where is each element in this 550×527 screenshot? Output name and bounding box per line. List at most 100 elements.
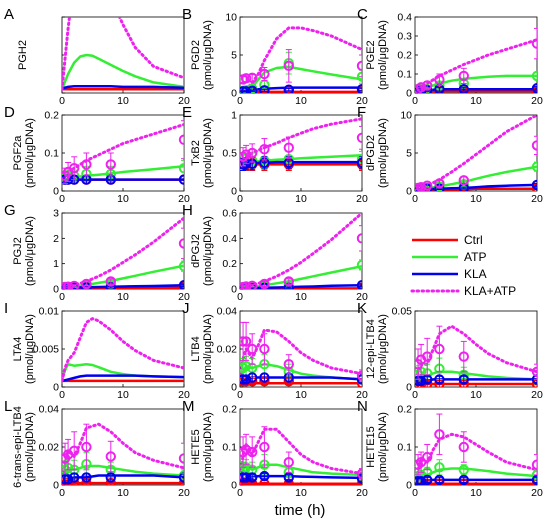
panel-M-point-kla xyxy=(240,472,252,483)
panel-C-ytick-label: 0.1 xyxy=(397,69,412,81)
panel-G-xtick-label: 0 xyxy=(59,291,65,303)
panel-M-xtick-label: 0 xyxy=(237,487,243,499)
panel-K-xtick-label: 0 xyxy=(412,389,418,401)
panel-N-xtick-label: 0 xyxy=(412,487,418,499)
legend-label-atp: ATP xyxy=(464,250,486,264)
panel-L-xtick-label: 0 xyxy=(59,487,65,499)
panel-G-ytick-label: 1 xyxy=(53,258,59,270)
panel-D-point-kla-plus-atp xyxy=(105,159,117,170)
panel-G-ytick-label: 0 xyxy=(53,284,59,296)
panel-K-xtick-label: 10 xyxy=(470,389,482,401)
panel-G-point-kla-plus-atp xyxy=(178,238,184,249)
panel-N-point-kla xyxy=(434,474,445,485)
panel-G-xtick-label: 20 xyxy=(178,291,190,303)
panel-A-xtick-label: 10 xyxy=(117,95,129,107)
panel-E-plot-area xyxy=(240,117,362,171)
panel-G-letter: G xyxy=(4,202,16,219)
panel-N-y-axis-label-line: (pmol/μgDNA) xyxy=(377,412,389,482)
panel-C-point-kla xyxy=(531,83,537,93)
panel-D-ytick-label: 0 xyxy=(53,186,59,198)
panel-C-xtick-label: 20 xyxy=(531,95,543,107)
panel-J-plot-area xyxy=(240,321,362,387)
panel-C-point-kla-plus-atp xyxy=(415,82,427,93)
panel-E-ytick-label: 1 xyxy=(231,110,237,122)
panel-N-xtick-label: 10 xyxy=(470,487,482,499)
panel-B-ytick-label: 0 xyxy=(231,88,237,100)
panel-A-y-axis-label: PGH2 xyxy=(17,40,29,70)
panel-N-point-kla xyxy=(415,476,427,485)
panel-K-point-kla-plus-atp xyxy=(434,343,445,355)
panel-F-ytick-label: 10 xyxy=(400,110,412,122)
panel-D-curve-kla-plus-atp xyxy=(62,123,184,182)
panel-L-ytick-label: 0.04 xyxy=(39,404,60,416)
panel-I-xtick-label: 10 xyxy=(117,389,129,401)
panel-B-point-kla-plus-atp xyxy=(240,73,252,84)
panel-F-y-axis-label-line: dPGD2 xyxy=(365,135,377,171)
panel-A-curve-kla-plus-atp xyxy=(62,17,184,91)
panel-J-ytick-label: 0.04 xyxy=(217,306,238,318)
panel-F-point-kla-plus-atp xyxy=(422,180,433,191)
panel-C-xtick-label: 10 xyxy=(470,95,482,107)
panel-M-ytick-label: 0.1 xyxy=(222,442,237,454)
panel-K-curve-atp xyxy=(415,370,537,385)
panel-D-xtick-label: 20 xyxy=(178,193,190,205)
panel-C-ytick-label: 0 xyxy=(406,88,412,100)
panel-M-y-axis-label-line: HETE5 xyxy=(190,429,202,464)
panel-H-point-kla-plus-atp xyxy=(259,278,270,289)
panel-D-point-atp xyxy=(178,163,184,174)
panel-J-y-axis-label-line: LTB4 xyxy=(190,336,202,361)
panel-B-xtick-label: 10 xyxy=(295,95,307,107)
panel-K-ytick-label: 0.05 xyxy=(392,306,413,318)
panel-E-y-axis-label-line: (pmol/μgDNA) xyxy=(202,118,214,188)
panel-N-y-axis-label: HETE15(pmol/μgDNA) xyxy=(365,412,389,482)
panel-K-plot-area xyxy=(415,324,537,387)
panel-B-letter: B xyxy=(182,6,192,23)
panel-M-point-kla-plus-atp xyxy=(283,457,294,468)
figure-x-axis-label: time (h) xyxy=(275,502,326,519)
panel-J-curve-kla-plus-atp xyxy=(240,328,362,385)
panel-F-point-atp xyxy=(531,161,537,172)
panel-G-point-kla-plus-atp xyxy=(105,276,117,287)
panel-L-point-kla-plus-atp xyxy=(105,451,117,462)
panel-H-point-kla-plus-atp xyxy=(240,281,252,289)
panel-E-point-kla-plus-atp xyxy=(283,142,294,153)
panel-C-y-axis-label-line: (pmol/μgDNA) xyxy=(377,20,389,90)
panel-H-axes-frame xyxy=(239,212,363,290)
panel-D-y-axis-label-line: PGF2a xyxy=(12,135,24,171)
panel-N-point-kla-plus-atp xyxy=(458,441,469,453)
panel-L-curve-kla-plus-atp xyxy=(62,422,184,485)
panel-F-point-kla-plus-atp xyxy=(434,178,445,189)
panel-C-plot-area xyxy=(415,27,537,93)
panel-A-xtick-label: 20 xyxy=(178,95,190,107)
panel-F-point-kla-plus-atp xyxy=(458,175,469,186)
panel-C-curve-kla-plus-atp xyxy=(415,38,537,93)
panel-I-xtick-label: 20 xyxy=(178,389,190,401)
panel-D-point-kla-plus-atp xyxy=(81,159,92,170)
legend-label-ctrl: Ctrl xyxy=(464,233,483,247)
panel-K-point-kla-plus-atp xyxy=(458,351,469,362)
panel-N-point-kla xyxy=(458,474,469,485)
panel-K-point-kla xyxy=(415,375,427,387)
panel-D-point-kla-plus-atp xyxy=(69,163,80,174)
panel-B-y-axis-label-line: PGD2 xyxy=(190,40,202,70)
panel-L-xtick-label: 20 xyxy=(178,487,190,499)
panel-I-ytick-label: 0.01 xyxy=(39,306,60,318)
panel-N-point-atp xyxy=(458,464,469,475)
panel-D-point-kla xyxy=(178,174,184,185)
panel-I-ytick-label: 0.005 xyxy=(33,344,59,356)
panel-D-plot-area xyxy=(62,120,184,185)
panel-J-point-kla-plus-atp xyxy=(247,343,258,355)
panel-M-xtick-label: 10 xyxy=(295,487,307,499)
panel-H-letter: H xyxy=(182,202,193,219)
panel-J-point-kla xyxy=(240,374,252,385)
panel-E-y-axis-label: TxB2(pmol/μgDNA) xyxy=(190,118,214,188)
panel-J-y-axis-label-line: (pmol/μgDNA) xyxy=(202,314,214,384)
panel-F-point-kla xyxy=(531,179,537,191)
panel-D-ytick-label: 0.1 xyxy=(44,148,59,160)
